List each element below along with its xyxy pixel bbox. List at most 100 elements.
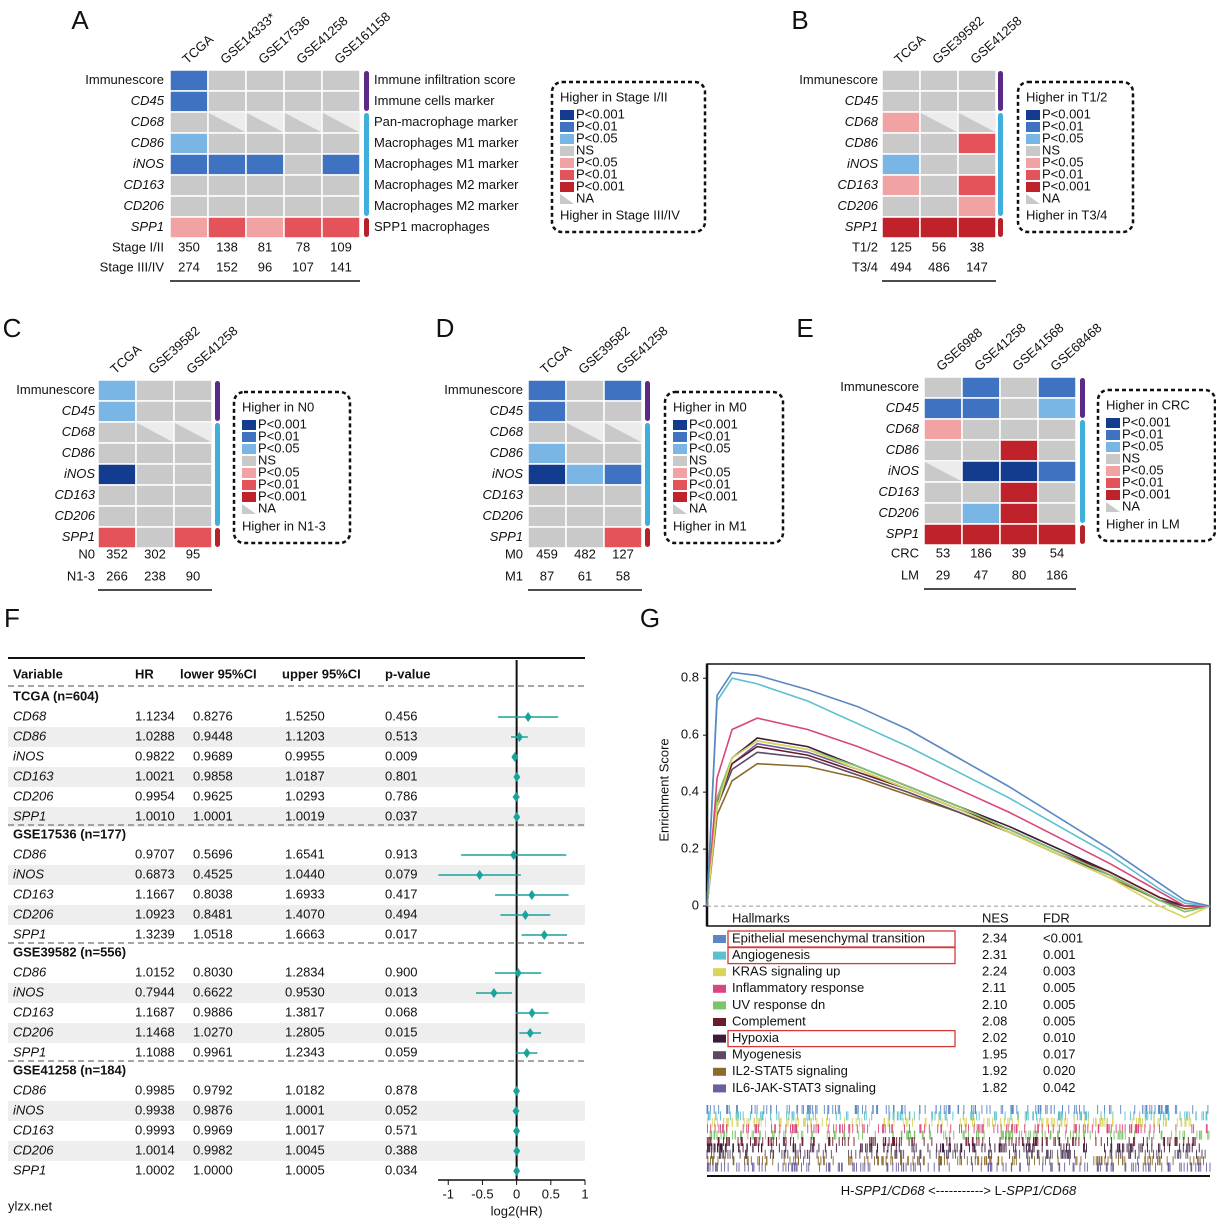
legend-swatch: [1106, 454, 1120, 464]
row-annotation: Macrophages M1 marker: [374, 135, 519, 150]
x-axis-label-part: SPP1/CD68: [1006, 1183, 1077, 1198]
sample-count: 238: [144, 568, 166, 583]
table-value: 0.7944: [135, 984, 175, 999]
table-value: 1.1234: [135, 708, 175, 723]
row-label: CD163: [879, 484, 920, 499]
enrichment-curve: [706, 677, 1211, 907]
table-value: 0.513: [385, 728, 418, 743]
group-label: T1/2: [852, 239, 878, 254]
table-value: 1.2343: [285, 1044, 325, 1059]
hr-point: [513, 1146, 521, 1156]
heatmap-cell: [919, 195, 959, 218]
panel-letter: B: [791, 5, 808, 35]
legend-title: Higher in T1/2: [1026, 89, 1107, 104]
table-value: 1.5250: [285, 708, 325, 723]
legend-swatch: [1026, 182, 1040, 192]
heatmap-cell: [603, 442, 643, 465]
sample-count: 482: [574, 546, 596, 561]
row-label: CD206: [879, 505, 920, 520]
row-label: CD45: [62, 403, 96, 418]
group-label: T3/4: [852, 259, 878, 274]
panel-letter: D: [436, 313, 455, 343]
legend-swatch: [713, 1067, 726, 1076]
heatmap-cell: [565, 526, 605, 549]
heatmap-cell: [565, 379, 605, 402]
legend-box: [1096, 388, 1216, 543]
side-bar: [645, 381, 650, 421]
row-label: SPP1: [886, 526, 919, 541]
x-axis-label-part: <-----------> L-: [925, 1183, 1007, 1198]
legend-title: Higher in Stage III/IV: [560, 207, 680, 222]
x-tick-label: 0: [513, 1186, 520, 1201]
heatmap-cell: [135, 463, 175, 486]
row-label: Immunescore: [444, 382, 523, 397]
hallmark-name: KRAS signaling up: [732, 964, 840, 979]
sample-count: 152: [216, 259, 238, 274]
table-value: 0.015: [385, 1024, 418, 1039]
heatmap-cell: [603, 379, 643, 402]
row-annotation: Immune infiltration score: [374, 72, 516, 87]
heatmap-cell: [923, 523, 963, 546]
y-axis-label: Enrichment Score: [656, 738, 671, 841]
legend-label: P<0.001: [258, 488, 307, 503]
variable-label: iNOS: [13, 748, 44, 763]
legend-swatch: [673, 432, 687, 442]
table-value: 1.0288: [135, 728, 175, 743]
variable-label: CD206: [13, 1142, 54, 1157]
heatmap-cell: [603, 526, 643, 549]
legend-swatch: [1106, 478, 1120, 488]
hallmark-name: Myogenesis: [732, 1047, 802, 1062]
hr-point: [512, 1106, 520, 1116]
table-value: 0.9955: [285, 748, 325, 763]
heatmap-cell: [135, 505, 175, 528]
row-label: CD68: [62, 424, 96, 439]
heatmap-cell: [999, 418, 1039, 441]
heatmap-cell: [957, 216, 997, 239]
legend-swatch: [713, 1084, 726, 1093]
table-value: 1.3817: [285, 1004, 325, 1019]
sample-count: 107: [292, 259, 314, 274]
enrichment-curve: [706, 740, 1211, 913]
heatmap-cell: [999, 376, 1039, 399]
legend-label: P<0.001: [1042, 106, 1091, 121]
column-label: TCGA: [107, 341, 144, 377]
legend-swatch: [242, 468, 256, 478]
heatmap-cell: [957, 69, 997, 92]
hr-point: [511, 752, 519, 762]
table-value: 0.388: [385, 1142, 418, 1157]
table-value: 0.9448: [193, 728, 233, 743]
heatmap-cell: [97, 442, 137, 465]
heatmap-cell: [1037, 439, 1077, 462]
heatmap-cell: [999, 460, 1039, 483]
heatmap-cell: [919, 132, 959, 155]
legend-swatch: [242, 432, 256, 442]
row-label: CD163: [838, 177, 879, 192]
x-tick-label: -1: [442, 1186, 454, 1201]
legend-swatch: [1106, 430, 1120, 440]
row-label: CD68: [131, 114, 165, 129]
table-value: 0.9707: [135, 846, 175, 861]
row-label: CD163: [483, 487, 524, 502]
nes-value: 1.82: [982, 1080, 1007, 1095]
row-band: [8, 1023, 585, 1043]
y-tick-label: 0.6: [681, 727, 699, 742]
table-value: 0.801: [385, 768, 418, 783]
sample-count: 38: [970, 239, 984, 254]
row-annotation: Immune cells marker: [374, 93, 495, 108]
table-value: 0.079: [385, 866, 418, 881]
row-annotation: Macrophages M1 marker: [374, 156, 519, 171]
legend-swatch: [1026, 170, 1040, 180]
table-value: 0.037: [385, 808, 418, 823]
sample-count: 141: [330, 259, 352, 274]
sample-count: 350: [178, 239, 200, 254]
legend-swatch: [713, 1001, 726, 1010]
table-value: 0.068: [385, 1004, 418, 1019]
heatmap-cell: [957, 132, 997, 155]
heatmap-cell: [999, 439, 1039, 462]
table-value: 1.1468: [135, 1024, 175, 1039]
legend-title: Higher in LM: [1106, 516, 1180, 531]
legend-swatch: [560, 182, 574, 192]
hr-point: [528, 890, 536, 900]
legend-label: P<0.001: [689, 488, 738, 503]
table-value: 1.1687: [135, 1004, 175, 1019]
